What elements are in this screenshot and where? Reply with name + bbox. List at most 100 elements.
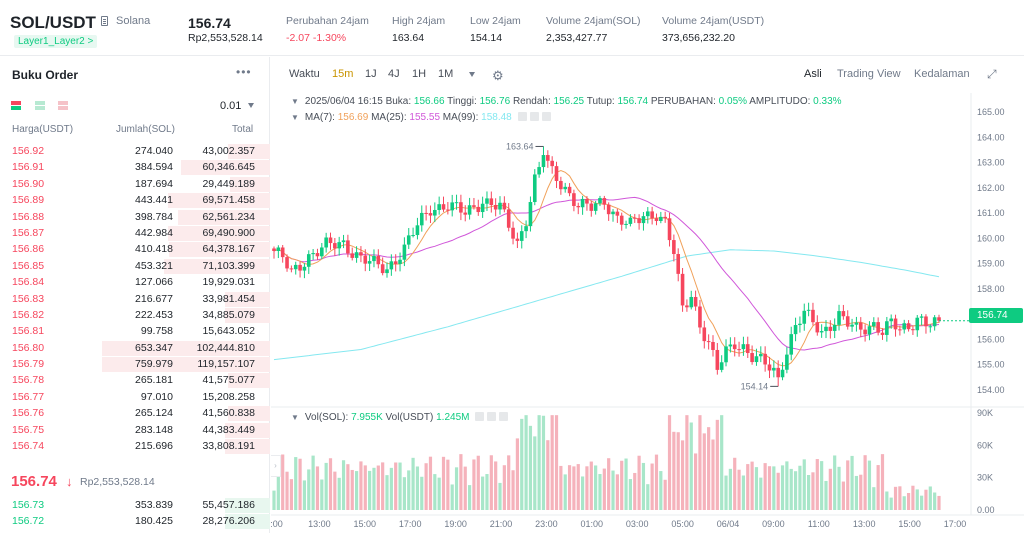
candle-body [719, 362, 724, 370]
volume-bar [667, 415, 672, 510]
candle-body [502, 202, 507, 210]
ask-row[interactable]: 156.87 442.984 69,490.900 [0, 225, 270, 241]
price-tick-label: 158.00 [977, 284, 1005, 294]
volume-bar [589, 461, 593, 510]
settings-icon[interactable] [487, 412, 497, 421]
ask-price: 156.77 [12, 390, 45, 403]
ask-row[interactable]: 156.81 99.758 15,643.052 [0, 323, 270, 339]
volume-bar [272, 490, 276, 510]
eye-icon[interactable] [475, 412, 485, 421]
ask-amount: 97.010 [140, 390, 173, 403]
candle-body [550, 160, 554, 167]
time-tick-label: 01:00 [581, 519, 604, 529]
volume-bar [872, 487, 876, 510]
bid-row[interactable]: 156.73 353.839 55,457.186 [0, 497, 270, 513]
chart-toolbar: Waktu 15m 1J 4J 1H 1M ⚙ Asli Trading Vie… [271, 57, 1024, 91]
ask-row[interactable]: 156.75 283.148 44,383.449 [0, 422, 270, 438]
asks-only-view-icon[interactable] [58, 101, 68, 111]
legend-change: 0.05% [718, 96, 748, 107]
bid-row[interactable]: 156.72 180.425 28,276.206 [0, 513, 270, 530]
close-icon[interactable] [541, 112, 551, 121]
column-header-price: Harga(USDT) [12, 124, 74, 135]
stat-label: Volume 24jam(USDT) [662, 15, 765, 27]
chevron-down-icon[interactable]: ▼ [291, 413, 299, 422]
interval-label[interactable]: Waktu [289, 68, 320, 80]
ask-row[interactable]: 156.91 384.594 60,346.645 [0, 159, 270, 176]
stat-volume-usdt: Volume 24jam(USDT) 373,656,232.20 [662, 15, 764, 44]
price-chart[interactable]: 165.00 164.00 163.00 162.00 161.00 160.00 159.… [271, 57, 1024, 533]
volume-bar [481, 476, 485, 510]
more-options-icon[interactable]: ••• [236, 65, 252, 79]
category-badge[interactable]: Layer1_Layer2 > [14, 35, 98, 48]
ask-row[interactable]: 156.77 97.010 15,208.258 [0, 389, 270, 405]
coin-name[interactable]: Solana [116, 15, 151, 27]
view-original[interactable]: Asli [804, 68, 822, 80]
chevron-down-icon[interactable] [248, 103, 254, 108]
depth-bar [167, 225, 270, 241]
candle-body [302, 266, 307, 271]
stat-value: 2,353,427.77 [546, 32, 608, 44]
ask-row[interactable]: 156.79 759.979 119,157.107 [0, 356, 270, 373]
interval-1m[interactable]: 1M [438, 68, 454, 80]
ask-total: 62,561.234 [202, 210, 255, 223]
interval-4j[interactable]: 4J [388, 68, 400, 80]
eye-icon[interactable] [517, 112, 527, 121]
ask-row[interactable]: 156.85 453.321 71,103.399 [0, 258, 270, 274]
chevron-down-icon[interactable]: ▼ [291, 113, 299, 122]
gear-icon[interactable]: ⚙ [492, 68, 504, 83]
interval-1j[interactable]: 1J [365, 68, 377, 80]
ask-row[interactable]: 156.92 274.040 43,002.357 [0, 143, 270, 159]
volume-bar [576, 464, 580, 510]
ask-amount: 265.181 [135, 374, 173, 387]
ask-row[interactable]: 156.90 187.694 29,449.189 [0, 176, 270, 192]
interval-1h[interactable]: 1H [412, 68, 427, 80]
ask-row[interactable]: 156.82 222.453 34,885.079 [0, 307, 270, 323]
volume-bar [402, 477, 406, 510]
volume-tick-label: 30K [977, 473, 993, 483]
ask-row[interactable]: 156.88 398.784 62,561.234 [0, 209, 270, 225]
candle-body [728, 344, 733, 347]
candle-body [654, 218, 659, 222]
candle-body [667, 218, 672, 241]
price-tick-label: 161.00 [977, 208, 1005, 218]
price-tick-label: 155.00 [977, 360, 1005, 370]
candle-body [645, 211, 650, 217]
both-sides-view-icon[interactable] [11, 101, 21, 111]
document-icon[interactable] [101, 16, 108, 26]
candle-body [506, 209, 511, 228]
chevron-down-icon[interactable]: ▼ [291, 97, 299, 106]
interval-15m[interactable]: 15m [332, 68, 354, 80]
ask-price: 156.90 [12, 177, 45, 190]
candle-body [885, 321, 889, 335]
volume-bar [628, 479, 633, 510]
ask-row[interactable]: 156.76 265.124 41,560.838 [0, 405, 270, 422]
chevron-right-icon[interactable]: › [271, 455, 281, 477]
volume-bar [611, 470, 615, 510]
chevron-down-icon[interactable] [469, 72, 475, 77]
depth-bar [228, 406, 270, 422]
candle-body [780, 369, 785, 378]
volume-bar [754, 467, 759, 510]
close-icon[interactable] [499, 412, 509, 421]
view-depth[interactable]: Kedalaman [914, 68, 970, 80]
volume-bar [928, 486, 932, 510]
bids-only-view-icon[interactable] [35, 101, 45, 111]
ask-row[interactable]: 156.86 410.418 64,378.167 [0, 241, 270, 258]
ask-row[interactable]: 156.74 215.696 33,808.191 [0, 438, 270, 455]
volume-bar [294, 457, 298, 510]
expand-icon[interactable]: ⤢ [987, 67, 997, 81]
ask-price: 156.74 [12, 440, 45, 453]
pair-title[interactable]: SOL/USDT [10, 13, 96, 32]
view-tradingview[interactable]: Trading View [837, 68, 901, 80]
settings-icon[interactable] [529, 112, 539, 121]
ask-row[interactable]: 156.84 127.066 19,929.031 [0, 274, 270, 290]
ask-row[interactable]: 156.83 216.677 33,981.454 [0, 291, 270, 307]
ask-row[interactable]: 156.78 265.181 41,575.077 [0, 372, 270, 389]
precision-select[interactable]: 0.01 [220, 100, 242, 112]
ask-row[interactable]: 156.89 443.441 69,571.458 [0, 192, 270, 209]
stat-value: 373,656,232.20 [662, 32, 735, 44]
candle-body [832, 324, 837, 331]
ask-row[interactable]: 156.80 653.347 102,444.810 [0, 340, 270, 356]
volume-bar [750, 461, 754, 510]
volume-bar [324, 462, 328, 510]
